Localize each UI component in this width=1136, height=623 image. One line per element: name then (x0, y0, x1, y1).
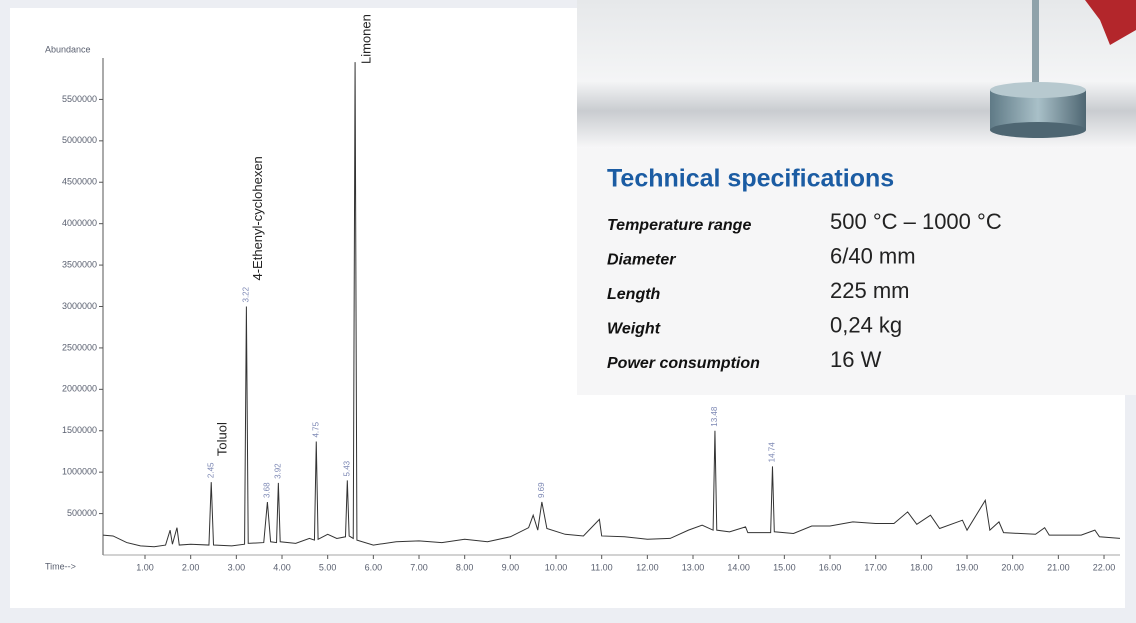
x-tick-label: 3.00 (228, 562, 246, 572)
x-tick-label: 10.00 (545, 562, 568, 572)
x-tick-label: 5.00 (319, 562, 337, 572)
compound-label: Toluol (215, 422, 230, 456)
spec-value: 225 mm (830, 278, 909, 303)
y-tick-label: 5500000 (62, 94, 97, 104)
x-tick-label: 8.00 (456, 562, 474, 572)
peak-label: 13.48 (710, 406, 719, 427)
y-tick-label: 1500000 (62, 425, 97, 435)
x-tick-label: 22.00 (1093, 562, 1116, 572)
x-tick-label: 6.00 (365, 562, 383, 572)
y-tick-label: 4000000 (62, 218, 97, 228)
spec-value: 500 °C – 1000 °C (830, 209, 1002, 234)
x-tick-label: 14.00 (727, 562, 750, 572)
peak-label: 2.45 (206, 462, 215, 478)
peak-label: 5.43 (342, 460, 351, 476)
y-tick-label: 3000000 (62, 301, 97, 311)
spec-label: Weight (607, 321, 661, 338)
page: {"chart_data": {"type": "line", "ylabel"… (0, 0, 1136, 618)
x-tick-label: 18.00 (910, 562, 933, 572)
compound-label: 4-Ethenyl-cyclohexen (250, 156, 265, 280)
y-tick-label: 2000000 (62, 384, 97, 394)
x-tick-label: 17.00 (864, 562, 887, 572)
peak-label: 4.75 (311, 421, 320, 437)
x-tick-label: 19.00 (956, 562, 979, 572)
x-tick-label: 4.00 (273, 562, 291, 572)
x-tick-label: 1.00 (136, 562, 154, 572)
stand-pole (1032, 0, 1039, 95)
x-tick-label: 20.00 (1001, 562, 1024, 572)
stand-top (990, 82, 1086, 98)
spec-value: 6/40 mm (830, 243, 916, 268)
product-panel: Technical specifications Temperature ran… (577, 0, 1136, 395)
peak-label: 9.69 (537, 482, 546, 498)
chart: Abundance Time--> 500000 1000000 1500000 20… (0, 0, 1136, 618)
x-tick-label: 9.00 (502, 562, 520, 572)
peak-label: 14.74 (768, 442, 777, 463)
x-tick-label: 11.00 (591, 562, 613, 572)
x-tick-label: 12.00 (636, 562, 659, 572)
y-tick-label: 5000000 (62, 135, 97, 145)
peak-label: 3.22 (242, 286, 251, 302)
y-tick-label: 1000000 (62, 467, 97, 477)
spec-label: Power consumption (607, 355, 760, 372)
peak-label: 3.68 (263, 482, 272, 498)
y-axis-label: Abundance (45, 44, 91, 54)
compound-label: Limonen (359, 14, 374, 64)
spec-value: 16 W (830, 347, 882, 372)
x-tick-label: 13.00 (682, 562, 705, 572)
specs-title: Technical specifications (607, 165, 894, 193)
y-tick-label: 2500000 (62, 342, 97, 352)
x-tick-label: 7.00 (410, 562, 428, 572)
spec-value: 0,24 kg (830, 312, 902, 337)
x-tick-label: 16.00 (819, 562, 842, 572)
x-tick-label: 2.00 (182, 562, 200, 572)
x-axis-label: Time--> (45, 561, 76, 571)
spec-label: Diameter (607, 252, 676, 269)
spec-label: Length (607, 286, 661, 303)
peak-label: 3.92 (273, 463, 282, 479)
y-tick-label: 3500000 (62, 259, 97, 269)
x-tick-label: 21.00 (1047, 562, 1070, 572)
stand-bottom (990, 122, 1086, 138)
x-tick-label: 15.00 (773, 562, 796, 572)
spec-label: Temperature range (607, 217, 751, 234)
y-tick-label: 500000 (67, 508, 97, 518)
y-tick-label: 4500000 (62, 177, 97, 187)
